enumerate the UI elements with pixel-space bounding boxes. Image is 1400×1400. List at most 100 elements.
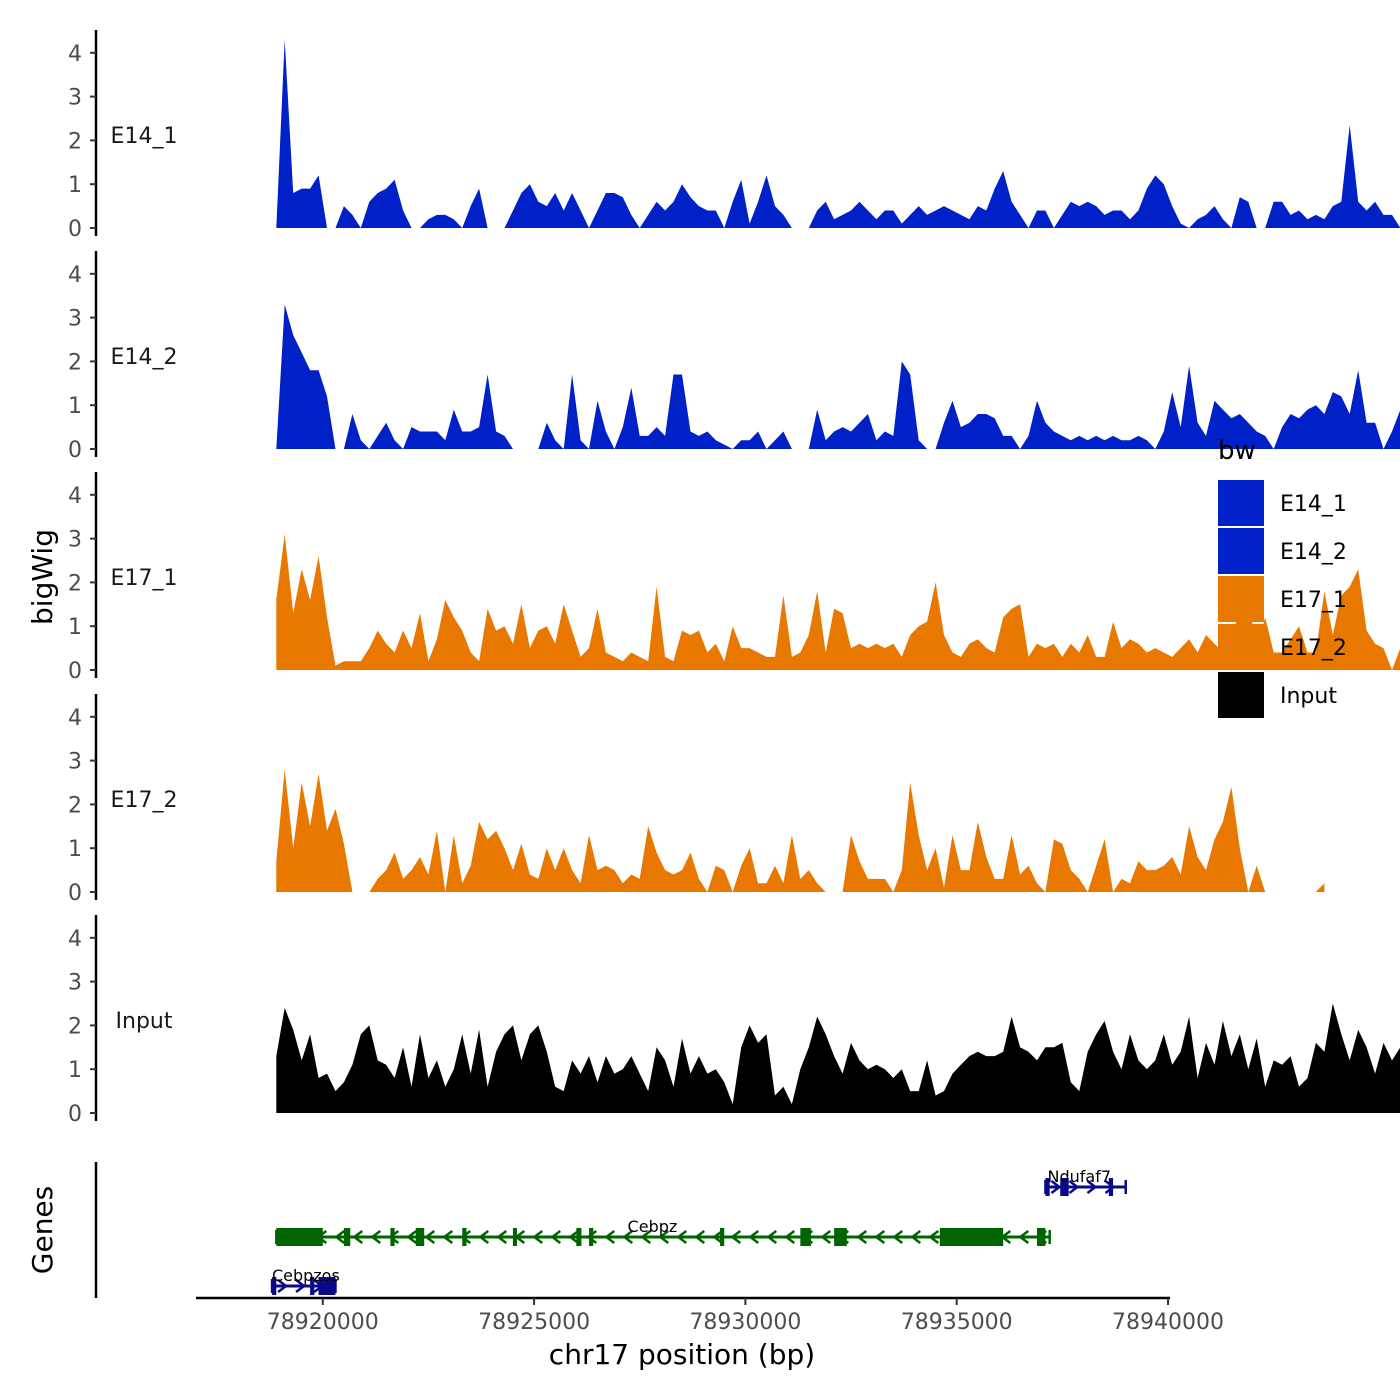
exon-block bbox=[589, 1228, 594, 1246]
exon-block bbox=[272, 1277, 277, 1295]
track-label: E17_2 bbox=[111, 788, 178, 813]
y-tick-label: 2 bbox=[68, 571, 82, 596]
y-tick-label: 4 bbox=[68, 42, 82, 67]
legend-label-E17_2: E17_2 bbox=[1280, 636, 1347, 661]
bigwig-tracks: 0 1 2 3 4 E14_1 0 1 2 3 4 E14_2 0 1 2 3 4 E17_1 0 1 2 3 4 E17_2… bbox=[68, 30, 1400, 1127]
genes-track: Ndufaf7 Cebpz Cebpzos bbox=[94, 1162, 1127, 1298]
strand-arrow bbox=[478, 1230, 490, 1244]
strand-arrow bbox=[730, 1230, 742, 1244]
strand-arrow bbox=[550, 1230, 562, 1244]
exon-block bbox=[1108, 1178, 1114, 1196]
gene-Ndufaf7: Ndufaf7 bbox=[1044, 1167, 1127, 1196]
y-tick-label: 2 bbox=[68, 350, 82, 375]
strand-arrow bbox=[1068, 1180, 1080, 1194]
x-axis-title: chr17 position (bp) bbox=[549, 1338, 815, 1371]
strand-arrow bbox=[892, 1230, 904, 1244]
strand-arrow bbox=[676, 1230, 688, 1244]
strand-arrow bbox=[640, 1230, 652, 1244]
strand-arrow bbox=[406, 1230, 418, 1244]
strand-arrow bbox=[604, 1230, 616, 1244]
legend-label-E14_1: E14_1 bbox=[1280, 492, 1347, 517]
strand-arrow bbox=[1086, 1180, 1098, 1194]
strand-arrow bbox=[586, 1230, 598, 1244]
strand-arrow bbox=[295, 1279, 307, 1293]
exon-block bbox=[276, 1228, 323, 1246]
legend-label-E14_2: E14_2 bbox=[1280, 540, 1347, 565]
y-tick-label: 0 bbox=[68, 881, 82, 906]
exon-block bbox=[462, 1228, 467, 1246]
exon-block bbox=[343, 1228, 351, 1246]
y-tick-label: 3 bbox=[68, 528, 82, 553]
strand-arrow bbox=[1018, 1230, 1030, 1244]
strand-arrow bbox=[568, 1230, 580, 1244]
y-tick-label: 0 bbox=[68, 217, 82, 242]
exon-block bbox=[720, 1228, 725, 1246]
exon-block bbox=[318, 1277, 336, 1295]
strand-arrow bbox=[748, 1230, 760, 1244]
y-tick-label: 3 bbox=[68, 971, 82, 996]
legend-title: bw bbox=[1218, 436, 1256, 466]
y-tick-label: 1 bbox=[68, 1058, 82, 1083]
strand-arrow bbox=[712, 1230, 724, 1244]
gene-Cebpzos: Cebpzos bbox=[270, 1266, 340, 1295]
y-tick-label: 3 bbox=[68, 86, 82, 111]
legend: bw E14_1 E14_2 E17_1 E17_2 Input bbox=[1218, 436, 1347, 718]
series-area-Input bbox=[276, 1003, 1400, 1113]
strand-arrow bbox=[496, 1230, 508, 1244]
gene-label: Cebpz bbox=[628, 1217, 678, 1236]
x-tick-label: 78940000 bbox=[1112, 1310, 1224, 1335]
strand-arrow bbox=[766, 1230, 778, 1244]
y-tick-label: 4 bbox=[68, 263, 82, 288]
track-label: E14_2 bbox=[111, 345, 178, 370]
legend-swatch-E14_1 bbox=[1218, 480, 1264, 526]
y-tick-label: 1 bbox=[68, 837, 82, 862]
track-label: E17_1 bbox=[111, 566, 178, 591]
gene-Cebpz: Cebpz bbox=[275, 1217, 1051, 1246]
y-tick-label: 1 bbox=[68, 394, 82, 419]
exon-block bbox=[1045, 1178, 1050, 1196]
exon-block bbox=[939, 1228, 1004, 1246]
strand-arrow bbox=[277, 1279, 289, 1293]
exon-block bbox=[1036, 1228, 1046, 1246]
y-tick-label: 0 bbox=[68, 659, 82, 684]
track-label: Input bbox=[116, 1009, 173, 1034]
x-tick-label: 78920000 bbox=[267, 1310, 379, 1335]
strand-arrow bbox=[622, 1230, 634, 1244]
track-label: E14_1 bbox=[111, 124, 178, 149]
series-area-E14_2 bbox=[276, 304, 1400, 449]
legend-swatch-E14_2 bbox=[1218, 528, 1264, 574]
series-area-E17_1 bbox=[276, 534, 1400, 670]
strand-arrow bbox=[424, 1230, 436, 1244]
x-tick-label: 78930000 bbox=[689, 1310, 801, 1335]
gene-label: Cebpzos bbox=[272, 1266, 340, 1285]
series-area-E14_1 bbox=[276, 39, 1400, 228]
exon-block bbox=[512, 1228, 517, 1246]
strand-arrow bbox=[532, 1230, 544, 1244]
strand-arrow bbox=[1104, 1180, 1116, 1194]
y-tick-label: 1 bbox=[68, 615, 82, 640]
x-tick-label: 78925000 bbox=[478, 1310, 590, 1335]
strand-arrow bbox=[1050, 1180, 1062, 1194]
x-axis: 78920000 78925000 78930000 78935000 78940000 bbox=[196, 1296, 1224, 1335]
strand-arrow bbox=[694, 1230, 706, 1244]
strand-arrow bbox=[784, 1230, 796, 1244]
strand-arrow bbox=[370, 1230, 382, 1244]
exon-block bbox=[415, 1228, 425, 1246]
y-tick-label: 0 bbox=[68, 1102, 82, 1127]
strand-arrow bbox=[658, 1230, 670, 1244]
legend-label-Input: Input bbox=[1280, 684, 1337, 709]
gene-label: Ndufaf7 bbox=[1047, 1167, 1111, 1186]
strand-arrow bbox=[820, 1230, 832, 1244]
y-tick-label: 4 bbox=[68, 484, 82, 509]
y-tick-label: 2 bbox=[68, 793, 82, 818]
y-tick-label: 4 bbox=[68, 927, 82, 952]
track-E17_2: 0 1 2 3 4 E17_2 bbox=[68, 694, 1325, 906]
x-tick-label: 78935000 bbox=[901, 1310, 1013, 1335]
legend-swatch-Input bbox=[1218, 672, 1264, 718]
strand-arrow bbox=[874, 1230, 886, 1244]
exon-block bbox=[390, 1228, 395, 1246]
legend-label-E17_1: E17_1 bbox=[1280, 588, 1347, 613]
strand-arrow bbox=[910, 1230, 922, 1244]
track-E17_1: 0 1 2 3 4 E17_1 bbox=[68, 472, 1400, 684]
